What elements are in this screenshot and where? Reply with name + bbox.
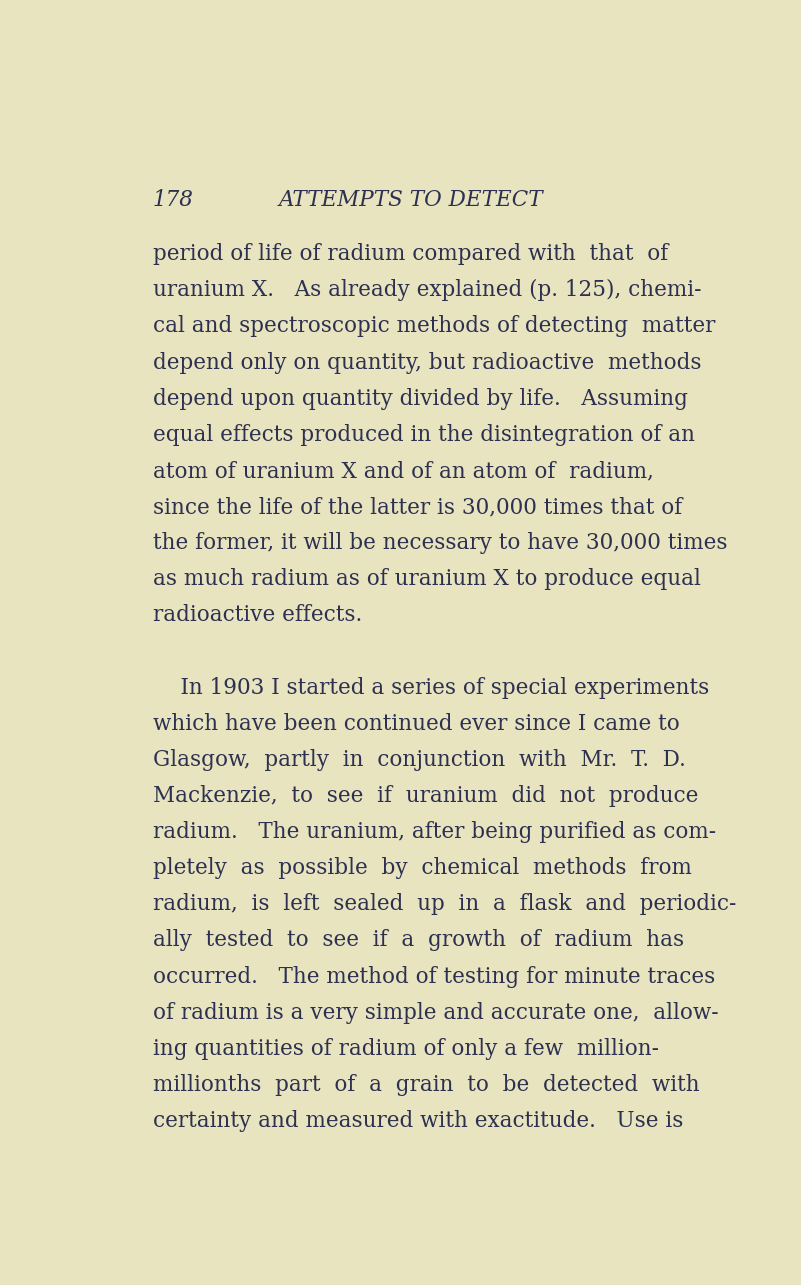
- Text: ing quantities of radium of only a few  million-: ing quantities of radium of only a few m…: [153, 1038, 659, 1060]
- Text: radioactive effects.: radioactive effects.: [153, 604, 362, 626]
- Text: of radium is a very simple and accurate one,  allow-: of radium is a very simple and accurate …: [153, 1002, 718, 1024]
- Text: which have been continued ever since I came to: which have been continued ever since I c…: [153, 713, 679, 735]
- Text: In 1903 I started a series of special experiments: In 1903 I started a series of special ex…: [153, 677, 709, 699]
- Text: certainty and measured with exactitude.   Use is: certainty and measured with exactitude. …: [153, 1110, 683, 1132]
- Text: the former, it will be necessary to have 30,000 times: the former, it will be necessary to have…: [153, 532, 727, 554]
- Text: ATTEMPTS TO DETECT: ATTEMPTS TO DETECT: [278, 189, 543, 211]
- Text: millionths  part  of  a  grain  to  be  detected  with: millionths part of a grain to be detecte…: [153, 1074, 699, 1096]
- Text: Glasgow,  partly  in  conjunction  with  Mr.  T.  D.: Glasgow, partly in conjunction with Mr. …: [153, 749, 686, 771]
- Text: pletely  as  possible  by  chemical  methods  from: pletely as possible by chemical methods …: [153, 857, 692, 879]
- Text: period of life of radium compared with  that  of: period of life of radium compared with t…: [153, 243, 668, 265]
- Text: since the life of the latter is 30,000 times that of: since the life of the latter is 30,000 t…: [153, 496, 682, 518]
- Text: Mackenzie,  to  see  if  uranium  did  not  produce: Mackenzie, to see if uranium did not pro…: [153, 785, 698, 807]
- Text: as much radium as of uranium X to produce equal: as much radium as of uranium X to produc…: [153, 568, 701, 590]
- Text: occurred.   The method of testing for minute traces: occurred. The method of testing for minu…: [153, 965, 715, 988]
- Text: atom of uranium X and of an atom of  radium,: atom of uranium X and of an atom of radi…: [153, 460, 654, 482]
- Text: depend only on quantity, but radioactive  methods: depend only on quantity, but radioactive…: [153, 352, 702, 374]
- Text: radium.   The uranium, after being purified as com-: radium. The uranium, after being purifie…: [153, 821, 716, 843]
- Text: 178: 178: [153, 189, 194, 211]
- Text: uranium X.   As already explained (p. 125), chemi-: uranium X. As already explained (p. 125)…: [153, 279, 702, 302]
- Text: ally  tested  to  see  if  a  growth  of  radium  has: ally tested to see if a growth of radium…: [153, 929, 684, 951]
- Text: cal and spectroscopic methods of detecting  matter: cal and spectroscopic methods of detecti…: [153, 316, 715, 338]
- Text: equal effects produced in the disintegration of an: equal effects produced in the disintegra…: [153, 424, 695, 446]
- Text: radium,  is  left  sealed  up  in  a  flask  and  periodic-: radium, is left sealed up in a flask and…: [153, 893, 736, 915]
- Text: depend upon quantity divided by life.   Assuming: depend upon quantity divided by life. As…: [153, 388, 688, 410]
